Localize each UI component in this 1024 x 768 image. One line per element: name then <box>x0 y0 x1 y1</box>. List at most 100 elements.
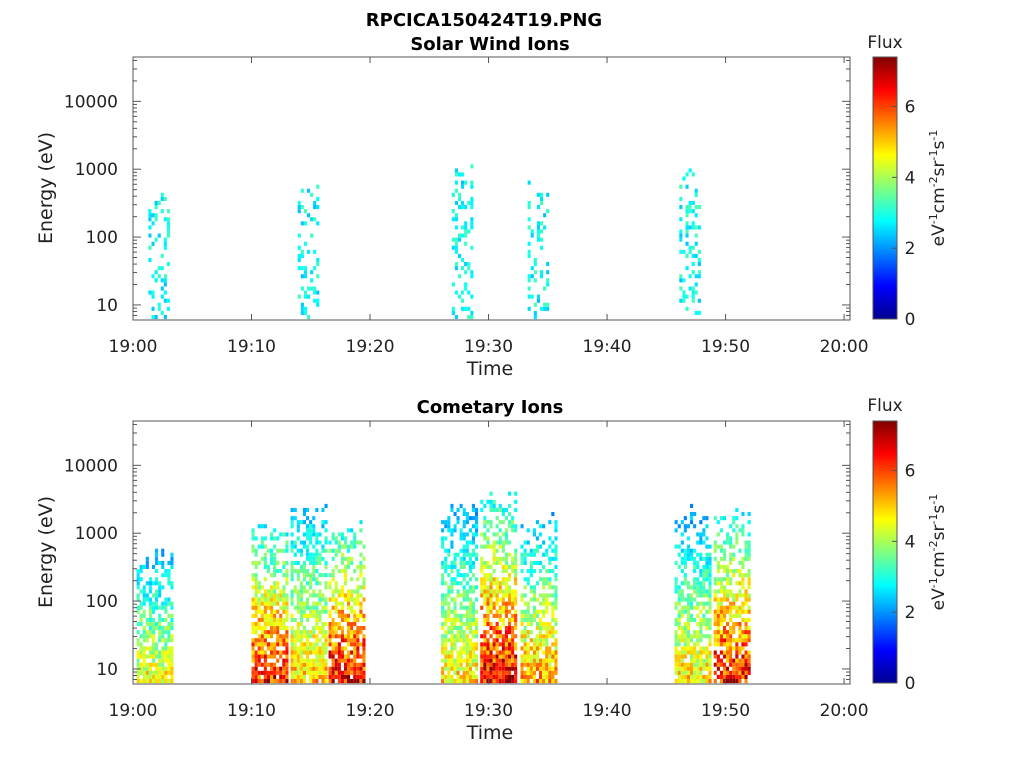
heatmap-cell <box>312 573 316 578</box>
heatmap-cell <box>526 666 530 671</box>
heatmap-cell <box>167 654 171 659</box>
heatmap-cell <box>545 597 549 602</box>
heatmap-cell <box>542 564 546 569</box>
heatmap-cell <box>683 634 687 639</box>
heatmap-cell <box>334 581 338 586</box>
heatmap-cell <box>362 577 366 582</box>
heatmap-cell <box>303 241 307 246</box>
heatmap-cell <box>458 233 462 238</box>
heatmap-cell <box>456 634 460 639</box>
heatmap-cell <box>539 569 543 574</box>
heatmap-cell <box>350 528 354 533</box>
heatmap-cell <box>282 670 286 675</box>
heatmap-cell <box>480 642 484 647</box>
heatmap-cell <box>282 662 286 667</box>
heatmap-cell <box>475 626 479 631</box>
heatmap-cell <box>344 674 348 679</box>
heatmap-cell <box>254 585 258 590</box>
heatmap-cell <box>708 589 712 594</box>
heatmap-cell <box>542 638 546 643</box>
heatmap-cell <box>716 617 720 622</box>
heatmap-cell <box>148 577 152 582</box>
heatmap-cell <box>535 634 539 639</box>
heatmap-cell <box>324 573 328 578</box>
heatmap-cell <box>453 512 457 517</box>
heatmap-cell <box>447 516 451 521</box>
heatmap-cell <box>299 585 303 590</box>
heatmap-cell <box>157 200 161 205</box>
heatmap-cell <box>483 642 487 647</box>
heatmap-cell <box>459 650 463 655</box>
heatmap-cell <box>520 613 524 618</box>
heatmap-cell <box>299 593 303 598</box>
heatmap-cell <box>713 516 717 521</box>
heatmap-cell <box>273 544 277 549</box>
heatmap-cell <box>451 310 455 315</box>
heatmap-cell <box>690 605 694 610</box>
heatmap-cell <box>535 679 539 684</box>
heatmap-cell <box>708 674 712 679</box>
heatmap-cell <box>139 617 143 622</box>
heatmap-cell <box>465 560 469 565</box>
heatmap-cell <box>454 225 458 230</box>
heatmap-cell <box>170 662 174 667</box>
heatmap-cell <box>270 646 274 651</box>
heatmap-cell <box>465 589 469 594</box>
heatmap-cell <box>735 613 739 618</box>
heatmap-cell <box>282 605 286 610</box>
heatmap-cell <box>747 662 751 667</box>
heatmap-cell <box>483 670 487 675</box>
heatmap-cell <box>693 646 697 651</box>
heatmap-cell <box>139 634 143 639</box>
heatmap-cell <box>683 577 687 582</box>
heatmap-cell <box>504 654 508 659</box>
heatmap-cell <box>296 630 300 635</box>
heatmap-cell <box>741 638 745 643</box>
heatmap-cell <box>309 666 313 671</box>
heatmap-cell <box>533 270 537 275</box>
heatmap-cell <box>347 630 351 635</box>
heatmap-cell <box>251 674 255 679</box>
heatmap-cell <box>744 544 748 549</box>
heatmap-cell <box>685 306 689 311</box>
heatmap-cell <box>741 585 745 590</box>
heatmap-cell <box>356 593 360 598</box>
heatmap-cell <box>257 658 261 663</box>
heatmap-cell <box>735 670 739 675</box>
heatmap-cell <box>498 658 502 663</box>
heatmap-cell <box>492 577 496 582</box>
heatmap-cell <box>554 601 558 606</box>
heatmap-cell <box>545 646 549 651</box>
heatmap-cell <box>334 605 338 610</box>
heatmap-cell <box>747 609 751 614</box>
heatmap-cell <box>331 593 335 598</box>
heatmap-cell <box>523 593 527 598</box>
heatmap-cell <box>747 556 751 561</box>
heatmap-cell <box>465 646 469 651</box>
heatmap-cell <box>456 581 460 586</box>
heatmap-cell <box>527 306 531 311</box>
heatmap-cell <box>501 581 505 586</box>
heatmap-cell <box>290 662 294 667</box>
colorbar-title: Flux <box>867 33 902 53</box>
heatmap-cell <box>508 589 512 594</box>
heatmap-cell <box>279 642 283 647</box>
heatmap-cell <box>726 581 730 586</box>
heatmap-cell <box>337 544 341 549</box>
heatmap-cell <box>508 658 512 663</box>
heatmap-cell <box>148 634 152 639</box>
heatmap-cell <box>699 552 703 557</box>
heatmap-cell <box>303 221 307 226</box>
heatmap-cell <box>467 200 471 205</box>
heatmap-cell <box>738 666 742 671</box>
heatmap-cell <box>693 581 697 586</box>
heatmap-cell <box>480 593 484 598</box>
heatmap-cell <box>152 605 156 610</box>
heatmap-cell <box>465 650 469 655</box>
heatmap-cell <box>257 650 261 655</box>
heatmap-cell <box>145 666 149 671</box>
heatmap-cell <box>353 638 357 643</box>
heatmap-cell <box>741 662 745 667</box>
heatmap-cell <box>145 581 149 586</box>
heatmap-cell <box>148 605 152 610</box>
